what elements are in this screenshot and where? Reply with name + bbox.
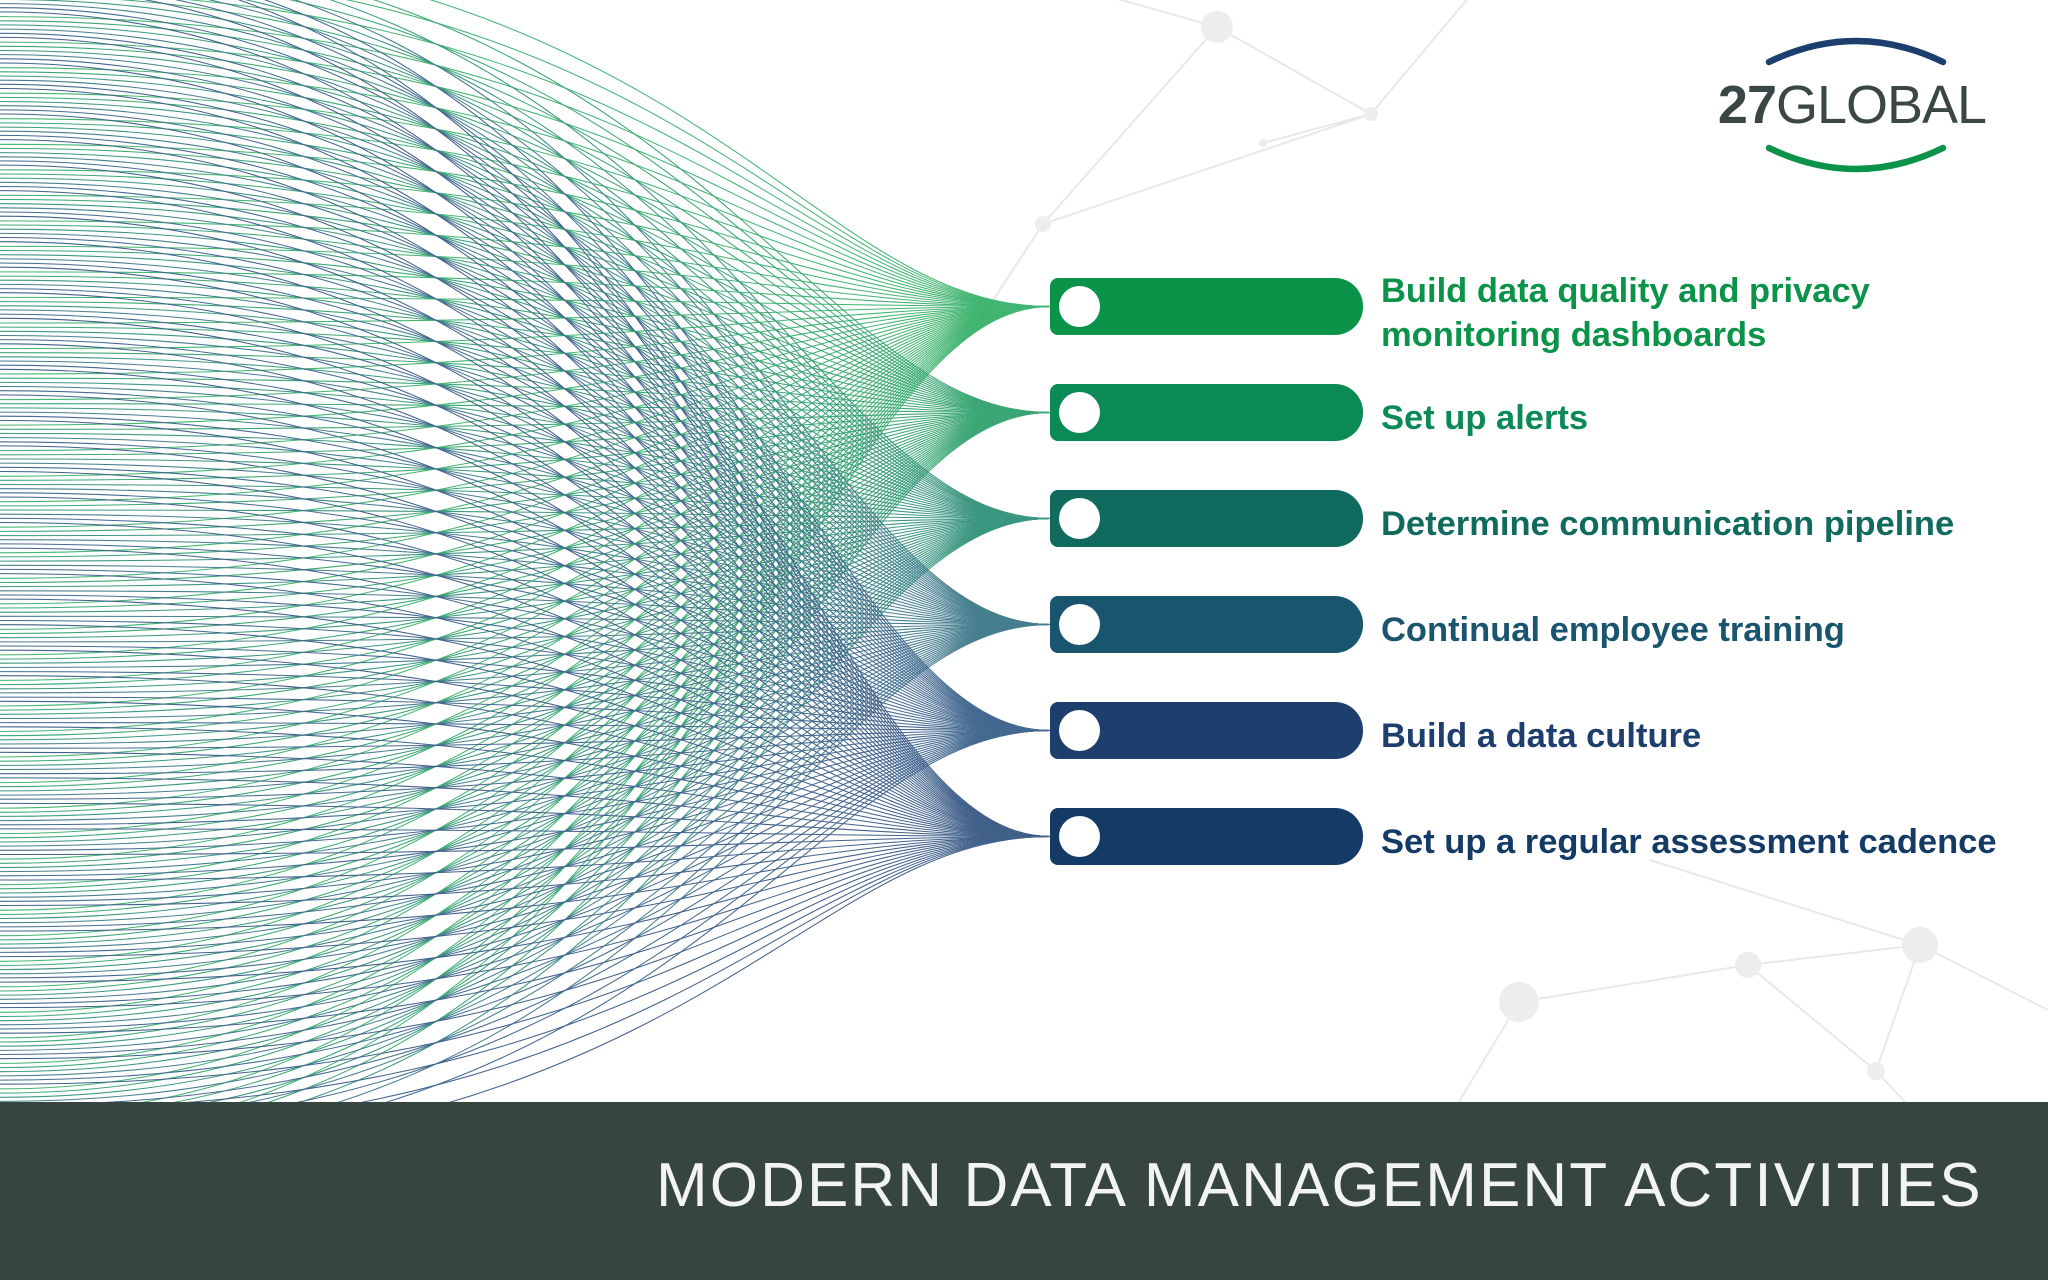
- svg-text:27GLOBAL: 27GLOBAL: [1718, 75, 1986, 135]
